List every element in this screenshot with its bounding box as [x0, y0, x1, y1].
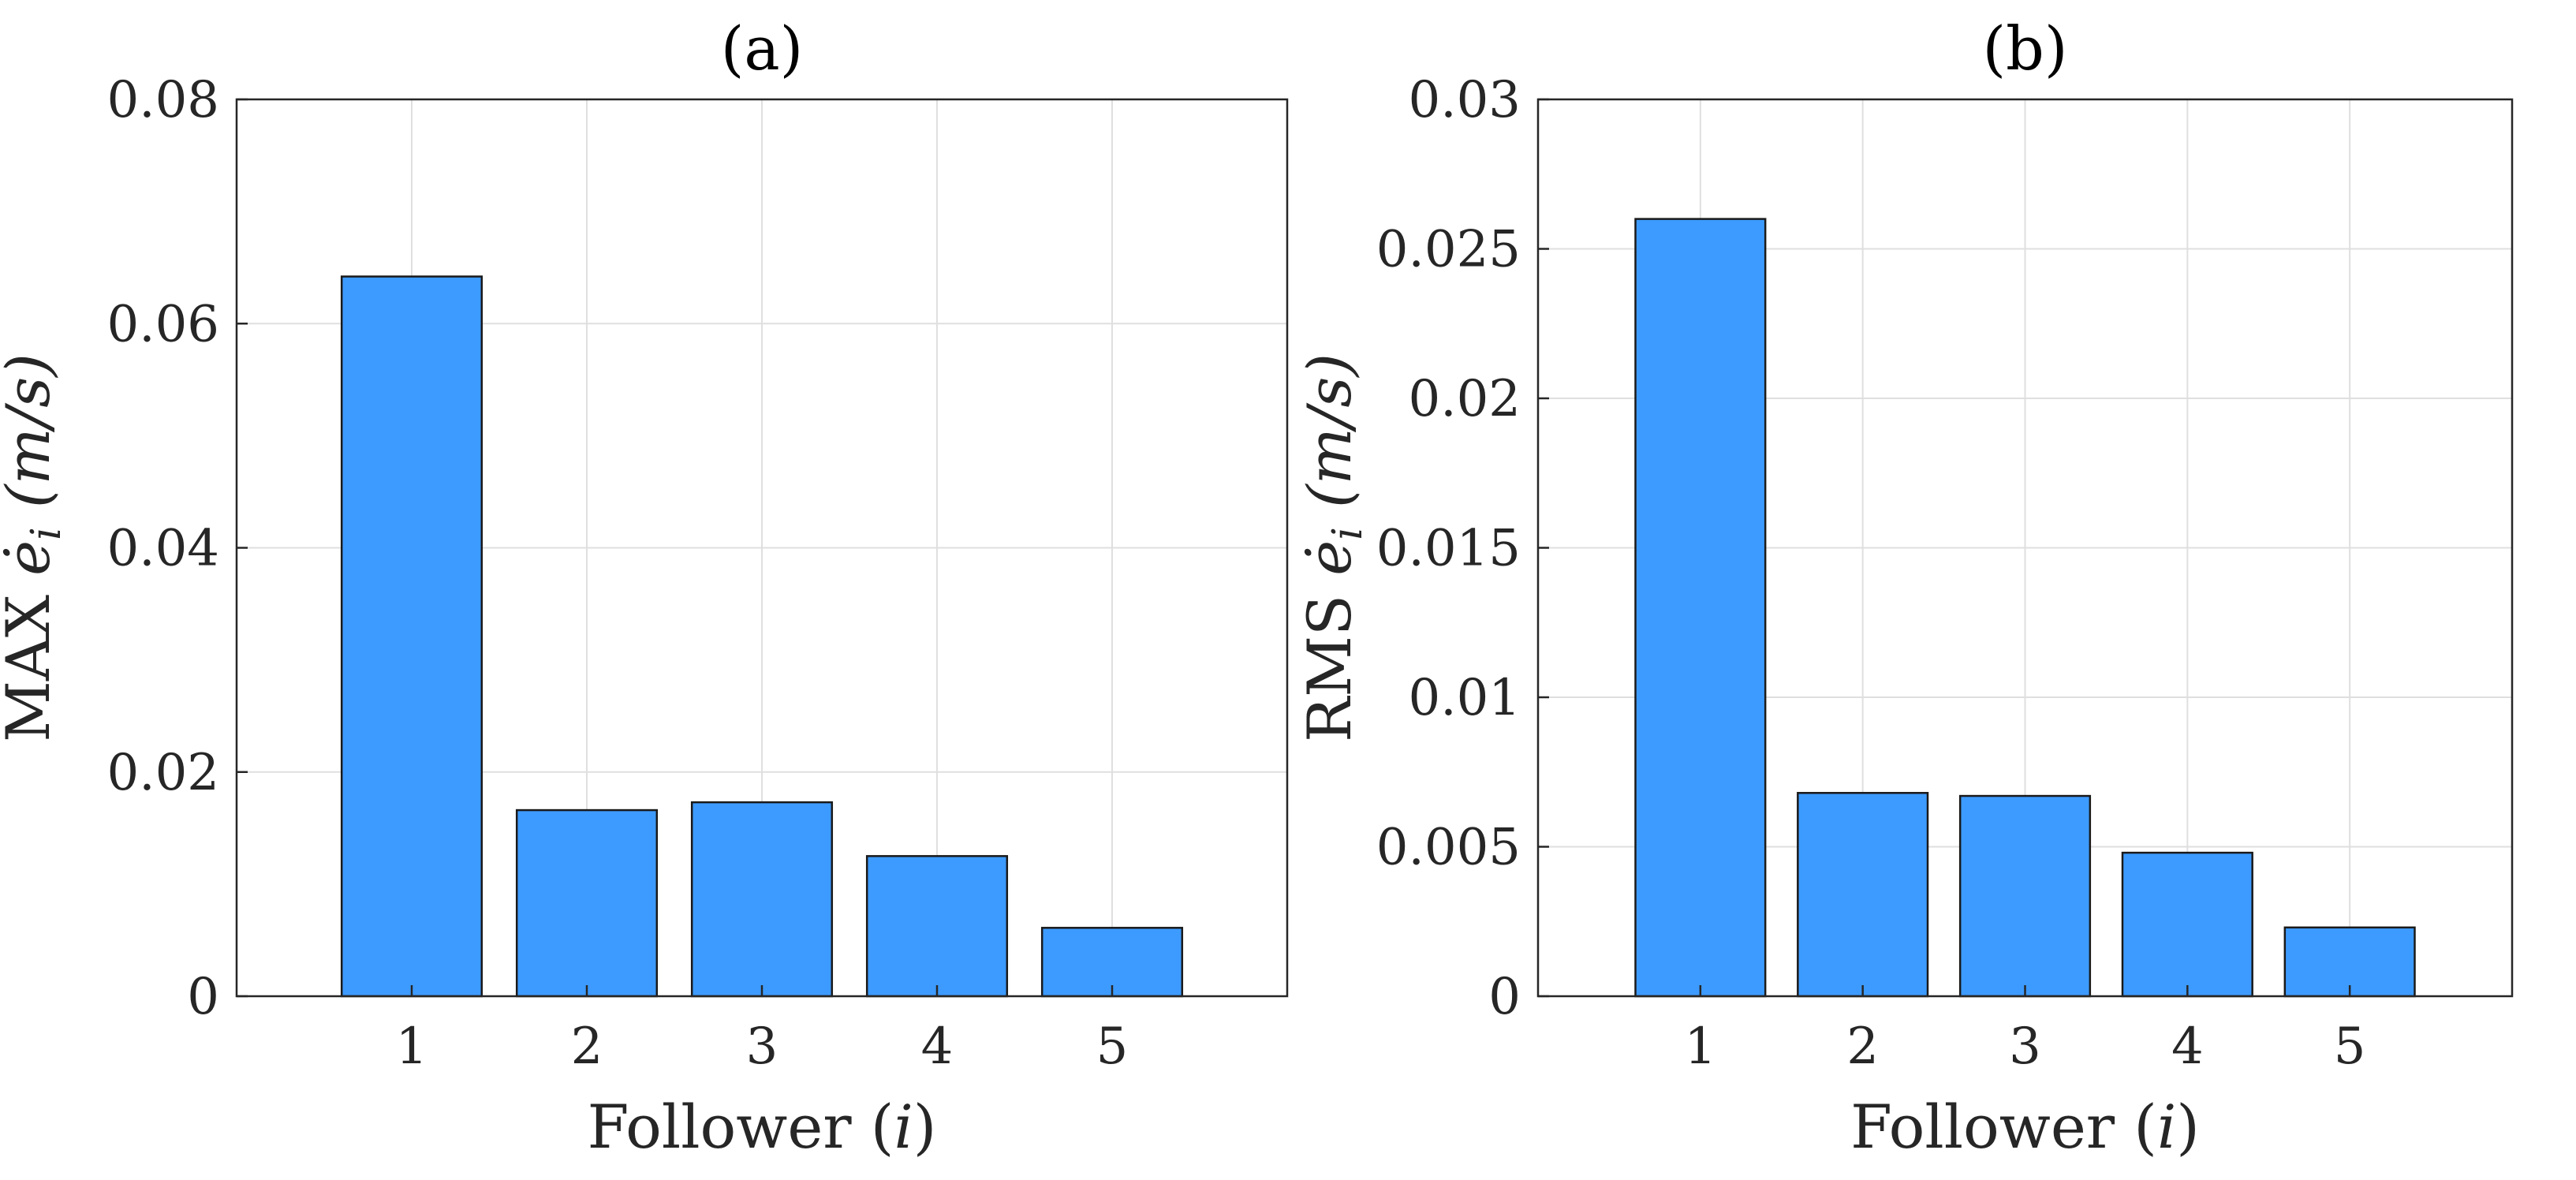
panel-title: (b): [1983, 13, 2068, 84]
x-tick-label: 5: [2334, 1018, 2366, 1076]
x-tick-label: 4: [921, 1018, 954, 1076]
y-axis-label: MAX ėi (m/s): [0, 353, 70, 742]
y-tick-label: 0.08: [107, 71, 220, 129]
panel-b-rms-error: 0 0.005 0.01 0.015 0.02 0.025 0.03 1 2 3 4 5 (b) Foll…: [1294, 13, 2514, 1162]
x-tick-label: 5: [1096, 1018, 1129, 1076]
x-tick-label: 2: [571, 1018, 603, 1076]
bar-follower-4: [2121, 851, 2253, 998]
x-tick-label: 1: [1684, 1018, 1716, 1076]
y-tick-label: 0.005: [1376, 819, 1521, 877]
panel-a-max-error: 0 0.02 0.04 0.06 0.08 1 2 3 4 5 (a) Follower (i) MAX…: [0, 13, 1289, 1162]
y-tick-label: 0.06: [107, 295, 220, 353]
bar-follower-4: [865, 855, 1009, 998]
bar-follower-1: [1634, 218, 1767, 998]
y-tick-label: 0.025: [1376, 221, 1521, 279]
x-tick-label: 1: [396, 1018, 428, 1076]
y-tick-label: 0: [187, 968, 219, 1026]
x-tick-label: 4: [2171, 1018, 2204, 1076]
bar-follower-3: [1958, 794, 2092, 998]
x-tick-label: 3: [2009, 1018, 2041, 1076]
y-axis-label: RMS ėi (m/s): [1294, 353, 1372, 742]
panel-title: (a): [721, 13, 804, 84]
bar-follower-5: [1040, 927, 1184, 998]
bar-follower-2: [1797, 792, 1929, 998]
x-tick-label: 3: [746, 1018, 778, 1076]
bar-follower-1: [340, 275, 483, 998]
y-tick-label: 0.01: [1409, 669, 1521, 727]
y-tick-label: 0.02: [107, 744, 220, 802]
bar-follower-3: [690, 801, 834, 998]
x-axis-label: Follower (i): [588, 1092, 937, 1162]
y-tick-label: 0.015: [1376, 520, 1521, 578]
x-tick-label: 2: [1846, 1018, 1879, 1076]
y-tick-label: 0.03: [1409, 71, 1521, 129]
y-tick-label: 0.04: [107, 520, 220, 578]
y-tick-label: 0.02: [1409, 370, 1521, 428]
bar-follower-2: [515, 808, 659, 998]
y-tick-label: 0: [1488, 968, 1521, 1026]
x-axis-label: Follower (i): [1850, 1092, 2200, 1162]
